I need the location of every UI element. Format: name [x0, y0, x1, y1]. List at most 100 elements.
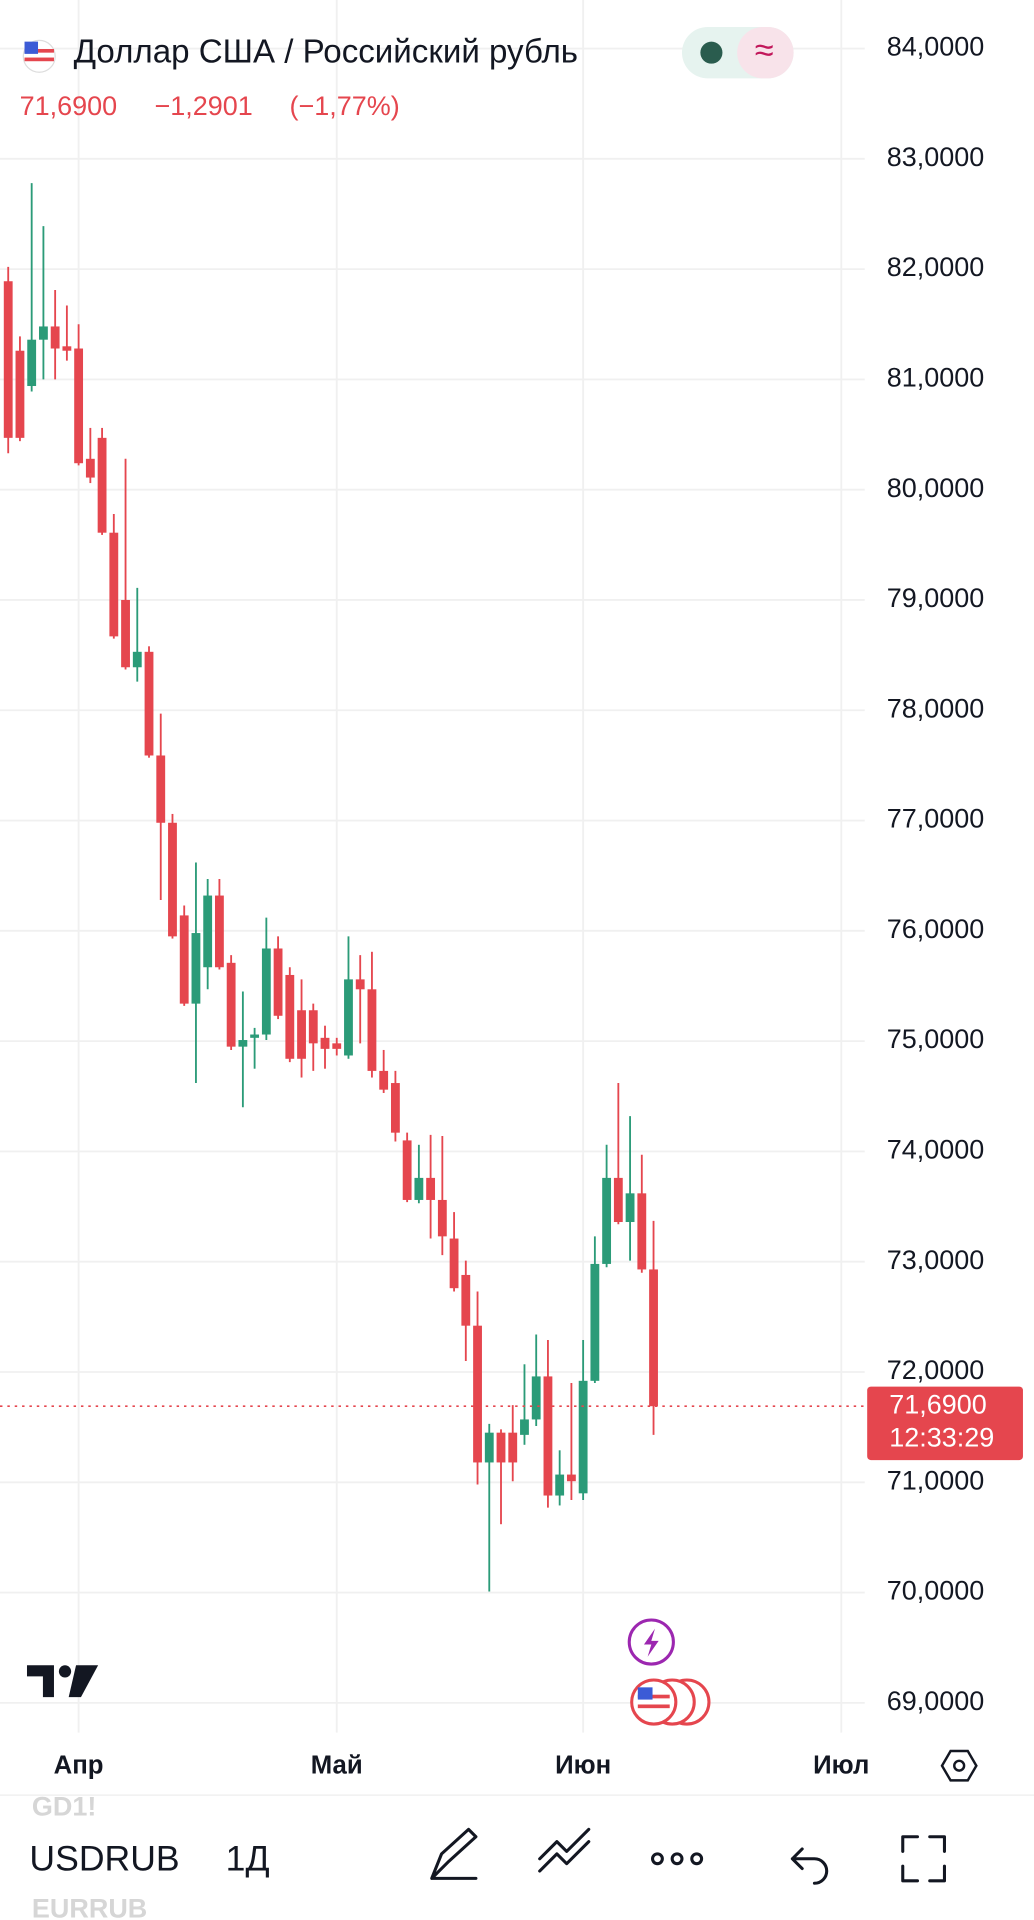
candle-body: [320, 1037, 330, 1049]
y-tick-label: 73,0000: [887, 1245, 985, 1275]
x-tick-label: Май: [311, 1752, 363, 1780]
y-tick-label: 84,0000: [887, 32, 985, 62]
candle-body: [50, 326, 60, 349]
price-change: −1,2901: [155, 91, 253, 121]
candle-body: [308, 1010, 318, 1044]
candle-body: [613, 1177, 623, 1223]
candle-body: [203, 895, 213, 968]
prev-symbol[interactable]: GD1!: [32, 1792, 96, 1822]
y-tick-label: 77,0000: [887, 804, 985, 834]
candle-body: [461, 1274, 471, 1326]
settings-icon-center: [953, 1759, 966, 1772]
candle-body: [250, 1034, 260, 1038]
candle-body: [27, 339, 37, 387]
candle-body: [214, 895, 224, 968]
x-tick-label: Июл: [813, 1752, 869, 1780]
candle-body: [85, 458, 95, 478]
candle-body: [390, 1083, 400, 1133]
candle-body: [426, 1177, 436, 1200]
candle-body: [168, 822, 177, 937]
toolbar-interval[interactable]: 1Д: [226, 1839, 270, 1879]
candle-body: [285, 974, 295, 1059]
next-symbol[interactable]: EURRUB: [32, 1893, 147, 1920]
svg-text:≈: ≈: [755, 32, 774, 70]
status-toggle[interactable]: ≈: [681, 26, 794, 79]
candle-body: [566, 1474, 576, 1482]
candle-body: [531, 1376, 541, 1420]
price-badge: [867, 1386, 1023, 1461]
candle-body: [15, 350, 25, 438]
plot: [0, 183, 865, 1592]
settings-icon[interactable]: [940, 1749, 978, 1782]
candle-body: [520, 1419, 529, 1435]
candle-body: [238, 1040, 248, 1047]
candle-body: [97, 437, 107, 533]
fullscreen-icon[interactable]: [901, 1835, 946, 1883]
candle-body: [191, 933, 201, 1004]
candle-body: [649, 1269, 658, 1407]
candle-body: [297, 1010, 306, 1059]
candle-body: [273, 948, 283, 1016]
candle-body: [590, 1263, 600, 1381]
tv-logo: [26, 1665, 99, 1698]
candle-body: [156, 755, 166, 823]
candle-body: [578, 1380, 588, 1494]
candle-body: [555, 1474, 565, 1496]
candle-body: [449, 1238, 459, 1289]
event-icons[interactable]: [627, 1618, 711, 1726]
candle-body: [344, 979, 353, 1056]
x-tick-label: Июн: [555, 1752, 611, 1780]
indicators-icon[interactable]: [538, 1827, 591, 1873]
candle-body: [543, 1376, 553, 1496]
undo-icon[interactable]: [790, 1847, 829, 1885]
candle-body: [484, 1432, 494, 1463]
candle-body: [179, 915, 189, 1004]
candle-body: [261, 948, 271, 1035]
more-icon[interactable]: [651, 1852, 704, 1866]
candle-body: [508, 1432, 518, 1463]
candle-body: [144, 651, 154, 756]
candle-body: [625, 1193, 635, 1223]
candle-body: [226, 962, 236, 1047]
y-tick-label: 76,0000: [887, 914, 985, 944]
y-tick-label: 71,0000: [887, 1465, 985, 1495]
candle-body: [402, 1140, 412, 1200]
y-tick-label: 82,0000: [887, 252, 985, 282]
candle-body: [332, 1043, 342, 1049]
y-tick-label: 83,0000: [887, 142, 985, 172]
candle-body: [132, 651, 142, 668]
symbol-title: Доллар США / Российский рубль: [74, 34, 578, 71]
y-tick-label: 69,0000: [887, 1686, 985, 1716]
last-price: 71,6900: [20, 91, 118, 121]
draw-icon[interactable]: [430, 1827, 478, 1880]
candle-body: [121, 599, 130, 668]
candle-body: [437, 1199, 447, 1237]
y-tick-label: 81,0000: [887, 363, 985, 393]
candle-body: [38, 326, 48, 340]
candle-body: [62, 346, 72, 351]
grid: [0, 0, 865, 1733]
y-tick-label: 78,0000: [887, 693, 985, 723]
price-change-percent: (−1,77%): [289, 91, 399, 121]
candle-body: [496, 1432, 506, 1463]
candle-body: [473, 1325, 482, 1463]
candle-body: [367, 989, 377, 1071]
y-tick-label: 79,0000: [887, 583, 985, 613]
countdown-label: 12:33:29: [889, 1422, 994, 1452]
candle-body: [109, 532, 119, 637]
candle-body: [355, 979, 365, 990]
candle-body: [74, 348, 84, 464]
y-tick-label: 74,0000: [887, 1135, 985, 1165]
flag-icon: [22, 39, 56, 73]
y-tick-label: 70,0000: [887, 1576, 985, 1606]
candle-body: [414, 1177, 424, 1200]
candle-body: [379, 1070, 389, 1090]
candle-body: [637, 1193, 647, 1270]
toolbar-symbol[interactable]: USDRUB: [29, 1839, 179, 1879]
candle-body: [602, 1177, 612, 1264]
candle-body: [3, 281, 13, 438]
y-tick-label: 72,0000: [887, 1355, 985, 1385]
